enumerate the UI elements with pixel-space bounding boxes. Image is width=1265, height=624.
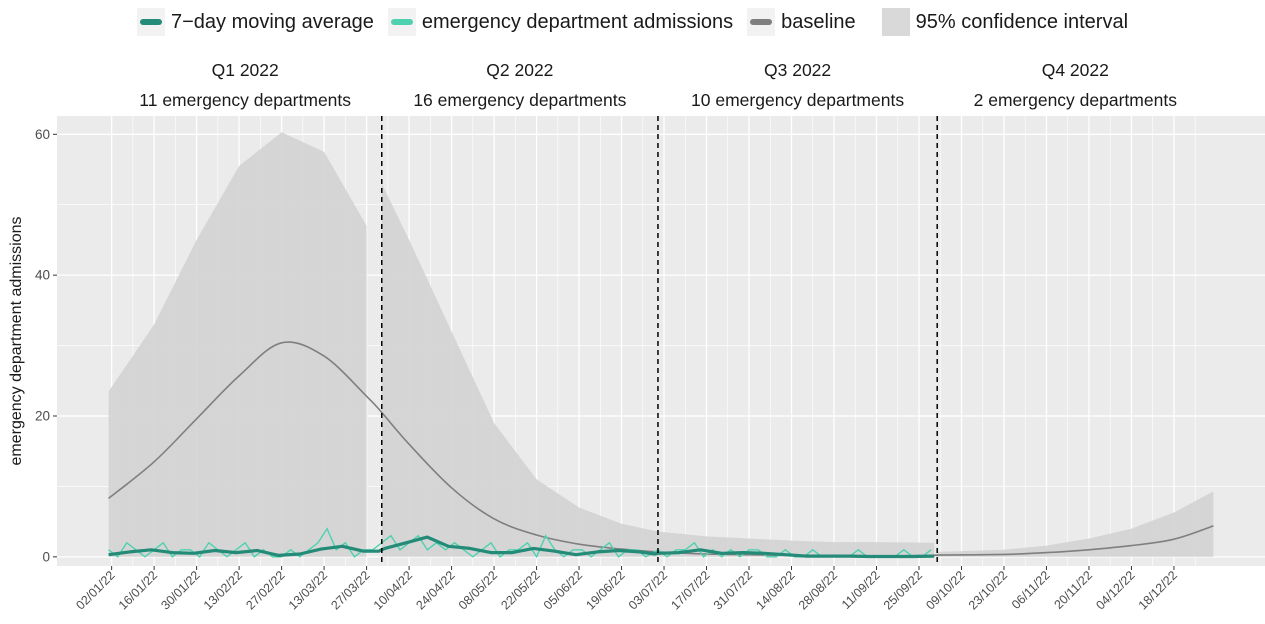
y-tick-label: 20 bbox=[35, 409, 50, 424]
x-tick-label: 16/01/22 bbox=[116, 568, 160, 612]
quarter-title: Q1 2022 bbox=[212, 60, 279, 80]
y-tick-label: 60 bbox=[35, 127, 50, 142]
x-tick-label: 14/08/22 bbox=[753, 568, 797, 612]
moving-average-line bbox=[108, 535, 935, 559]
x-tick-label: 11/09/22 bbox=[839, 568, 883, 612]
ci-band-q1 bbox=[108, 132, 367, 557]
x-tick-label: 28/08/22 bbox=[796, 568, 840, 612]
x-tick-label: 27/02/22 bbox=[243, 568, 287, 612]
x-tick-label: 04/12/22 bbox=[1093, 568, 1137, 612]
y-tick-label: 0 bbox=[42, 549, 50, 564]
legend-item-ci: 95% confidence interval bbox=[881, 8, 1129, 36]
legend-key-admissions bbox=[387, 8, 416, 36]
x-tick-label: 02/01/22 bbox=[73, 568, 117, 612]
x-tick-label: 10/04/22 bbox=[371, 568, 415, 612]
x-tick-label: 22/05/22 bbox=[498, 568, 542, 612]
legend-label-ci: 95% confidence interval bbox=[915, 10, 1129, 33]
x-tick-label: 31/07/22 bbox=[711, 568, 755, 612]
x-tick-label: 25/09/22 bbox=[881, 568, 925, 612]
quarter-subtitle: 11 emergency departments bbox=[139, 90, 351, 110]
x-tick-label: 18/12/22 bbox=[1136, 568, 1180, 612]
legend-key-moving-average bbox=[136, 8, 165, 36]
ci-band-q2-q3 bbox=[381, 183, 935, 557]
legend-key-ci bbox=[881, 8, 910, 36]
legend-item-admissions: emergency department admissions bbox=[387, 8, 734, 36]
legend-label-baseline: baseline bbox=[781, 10, 856, 33]
legend-key-baseline bbox=[747, 8, 776, 36]
x-tick-label: 13/02/22 bbox=[201, 568, 245, 612]
x-tick-label: 09/10/22 bbox=[923, 568, 967, 612]
x-tick-label: 30/01/22 bbox=[158, 568, 202, 612]
x-tick-label: 20/11/22 bbox=[1051, 568, 1095, 612]
legend-item-moving-average: 7−day moving average bbox=[136, 8, 374, 36]
quarter-title: Q4 2022 bbox=[1042, 60, 1109, 80]
y-tick-label: 40 bbox=[35, 268, 50, 283]
x-tick-label: 13/03/22 bbox=[286, 568, 330, 612]
x-tick-label: 19/06/22 bbox=[583, 568, 627, 612]
x-tick-label: 05/06/22 bbox=[541, 568, 585, 612]
quarter-title: Q2 2022 bbox=[486, 60, 553, 80]
quarter-title: Q3 2022 bbox=[764, 60, 831, 80]
x-tick-label: 17/07/22 bbox=[668, 568, 712, 612]
x-tick-label: 06/11/22 bbox=[1009, 568, 1053, 612]
quarter-subtitle: 2 emergency departments bbox=[974, 90, 1178, 110]
x-tick-label: 23/10/22 bbox=[966, 568, 1010, 612]
legend-item-baseline: baseline bbox=[747, 8, 856, 36]
ci-band-q4 bbox=[937, 491, 1214, 557]
x-tick-label: 08/05/22 bbox=[456, 568, 500, 612]
legend-label-moving-average: 7−day moving average bbox=[170, 10, 374, 33]
x-tick-label: 24/04/22 bbox=[413, 568, 457, 612]
legend-label-admissions: emergency department admissions bbox=[421, 10, 734, 33]
x-tick-label: 27/03/22 bbox=[328, 568, 372, 612]
legend: 7−day moving average emergency departmen… bbox=[0, 4, 1265, 40]
quarter-subtitle: 10 emergency departments bbox=[691, 90, 904, 110]
y-axis-label: emergency department admissions bbox=[8, 216, 25, 465]
x-tick-label: 03/07/22 bbox=[626, 568, 670, 612]
quarter-subtitle: 16 emergency departments bbox=[413, 90, 626, 110]
